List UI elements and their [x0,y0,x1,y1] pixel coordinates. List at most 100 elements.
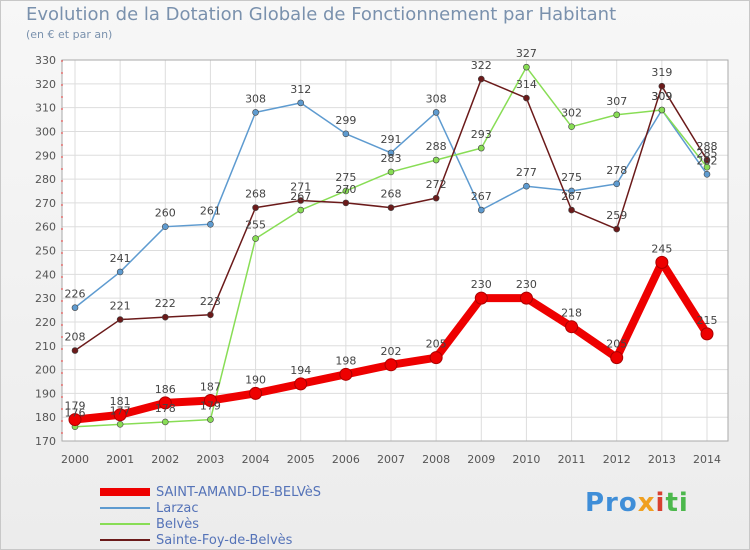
data-point [207,221,214,228]
data-label: 208 [65,331,86,344]
x-tick-label: 2003 [196,453,224,466]
y-tick-label: 200 [35,364,56,377]
data-point [342,130,350,138]
data-point [342,187,350,195]
x-tick-label: 2002 [151,453,179,466]
data-label: 319 [651,66,672,79]
data-point [477,144,485,152]
data-point [297,197,305,204]
data-point [203,394,217,408]
data-label: 275 [335,171,356,184]
data-label: 178 [155,402,176,415]
data-point [703,156,711,164]
y-tick-label: 210 [35,340,56,353]
data-label: 205 [426,338,447,351]
data-point [658,82,666,90]
y-tick-label: 170 [35,435,56,448]
legend-swatch-sainte-foy [100,539,150,541]
y-tick-label: 320 [35,78,56,91]
data-point [252,235,259,242]
x-tick-label: 2011 [558,453,586,466]
chart-subtitle: (en € et par an) [26,28,113,41]
data-label: 267 [471,190,492,203]
data-label: 179 [200,400,221,413]
y-tick-label: 190 [35,387,56,400]
data-label: 285 [697,147,718,160]
data-label: 221 [110,300,131,313]
data-point [477,75,485,83]
data-point [703,171,711,178]
data-point [523,94,530,102]
data-point [613,225,621,233]
data-label: 288 [426,140,447,153]
data-point [387,168,395,176]
x-tick-label: 2014 [693,453,721,466]
data-point [700,327,714,341]
chart-title: Evolution de la Dotation Globale de Fonc… [26,4,617,25]
legend-swatch-belves [100,523,150,525]
data-point [613,180,621,188]
data-point [71,347,79,354]
y-tick-label: 330 [35,54,56,67]
data-point [387,149,395,157]
y-tick-label: 270 [35,197,56,210]
data-label: 194 [290,364,311,377]
data-label: 268 [245,188,266,201]
data-label: 241 [110,252,131,265]
data-label: 268 [381,188,402,201]
data-point [207,416,214,423]
data-label: 327 [516,47,537,60]
data-point [116,421,124,428]
data-point [655,255,669,269]
data-point [342,199,350,207]
x-tick-label: 2004 [242,453,270,466]
legend: SAINT-AMAND-DE-BELVèS Larzac Belvès Sain… [100,484,321,548]
data-label: 270 [335,183,356,196]
legend-swatch-larzac [100,507,150,509]
legend-label: Belvès [156,516,199,532]
data-point [161,223,169,230]
data-label: 261 [200,204,221,217]
y-tick-label: 180 [35,411,56,424]
data-label: 230 [471,278,492,291]
x-tick-label: 2006 [332,453,360,466]
data-point [568,123,575,130]
data-label: 187 [200,381,221,394]
data-point [161,418,169,426]
data-point [613,111,621,119]
data-point [252,109,259,116]
plot-frame [61,59,729,442]
data-point [568,187,575,195]
legend-label: Larzac [156,500,199,516]
data-point [432,109,440,116]
y-tick-label: 260 [35,221,56,234]
data-label: 198 [335,354,356,367]
data-label: 223 [200,295,221,308]
x-tick-label: 2013 [648,453,676,466]
data-label: 215 [697,314,718,327]
data-label: 267 [290,190,311,203]
data-label: 308 [245,92,266,105]
legend-item-belves: Belvès [100,516,321,532]
data-label: 222 [155,297,176,310]
data-point [249,386,263,400]
data-label: 288 [697,140,718,153]
y-tick-label: 300 [35,125,56,138]
data-label: 260 [155,207,176,220]
x-tick-label: 2010 [512,453,540,466]
legend-label: Sainte-Foy-de-Belvès [156,532,293,548]
y-tick-label: 280 [35,173,56,186]
y-tick-label: 310 [35,102,56,115]
data-label: 322 [471,59,492,72]
data-point [523,63,530,71]
data-label: 181 [110,395,131,408]
data-point [68,413,82,427]
data-label: 282 [697,154,718,167]
legend-item-sainte-foy: Sainte-Foy-de-Belvès [100,532,321,548]
y-tick-label: 230 [35,292,56,305]
data-point [252,204,259,211]
data-point [432,156,440,164]
x-tick-label: 2005 [287,453,315,466]
x-tick-label: 2000 [61,453,89,466]
